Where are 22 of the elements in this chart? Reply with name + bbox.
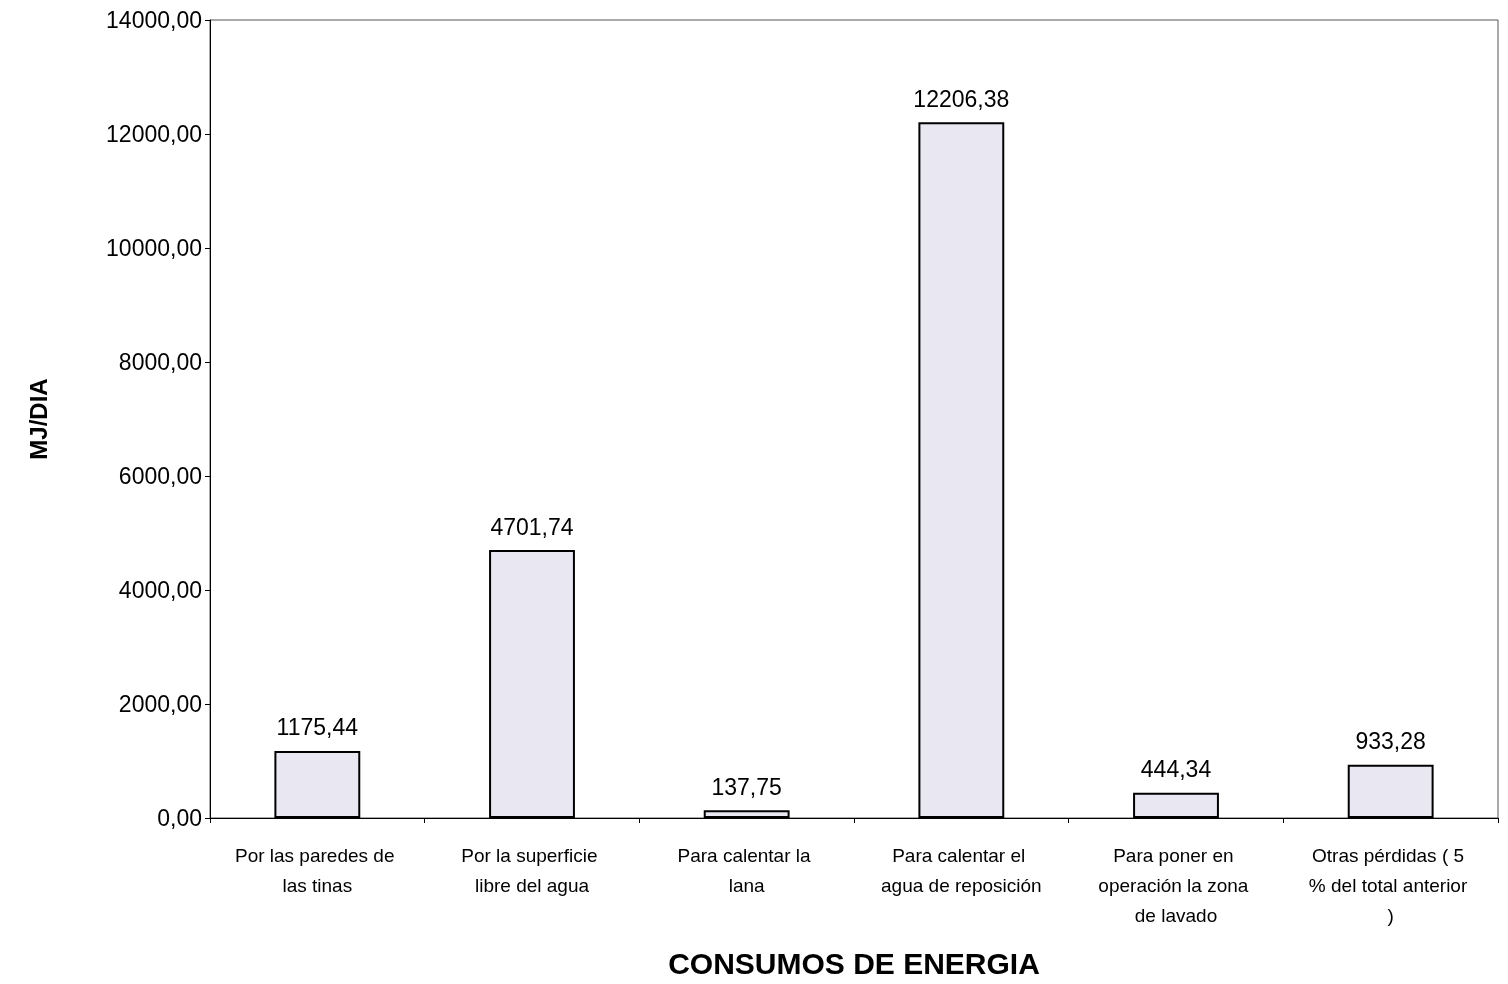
data-label: 137,75	[711, 773, 782, 800]
data-label: 444,34	[1140, 756, 1212, 783]
y-tick-label: 10000,00	[106, 235, 202, 261]
x-tick-label: Por las paredes de las tinas	[234, 844, 400, 896]
y-tick-label: 14000,00	[106, 7, 202, 33]
y-tick-label: 4000,00	[118, 577, 202, 603]
x-tick-label: Por la superficie libre del agua	[461, 844, 603, 896]
x-tick-label: Otras pérdidas ( 5 % del total anterior )	[1308, 844, 1473, 926]
x-tick-label: Para calentar la lana	[677, 844, 816, 896]
x-axis-title: CONSUMOS DE ENERGIA	[668, 946, 1040, 980]
y-tick-label: 6000,00	[118, 463, 202, 489]
y-tick-label: 0,00	[157, 805, 202, 831]
x-tick-label: Para poner en operación la zona de lavado	[1098, 844, 1254, 926]
y-tick-label: 12000,00	[106, 121, 202, 147]
x-tick-label: Para calentar el agua de reposición	[881, 844, 1042, 896]
y-tick-label: 2000,00	[118, 691, 202, 717]
y-tick-label: 8000,00	[118, 349, 202, 375]
data-label: 12206,38	[913, 85, 1010, 112]
data-label: 933,28	[1355, 728, 1426, 755]
data-label: 1175,44	[276, 714, 359, 741]
data-label: 4701,74	[490, 513, 574, 540]
y-axis-title: MJ/DIA	[24, 378, 52, 460]
